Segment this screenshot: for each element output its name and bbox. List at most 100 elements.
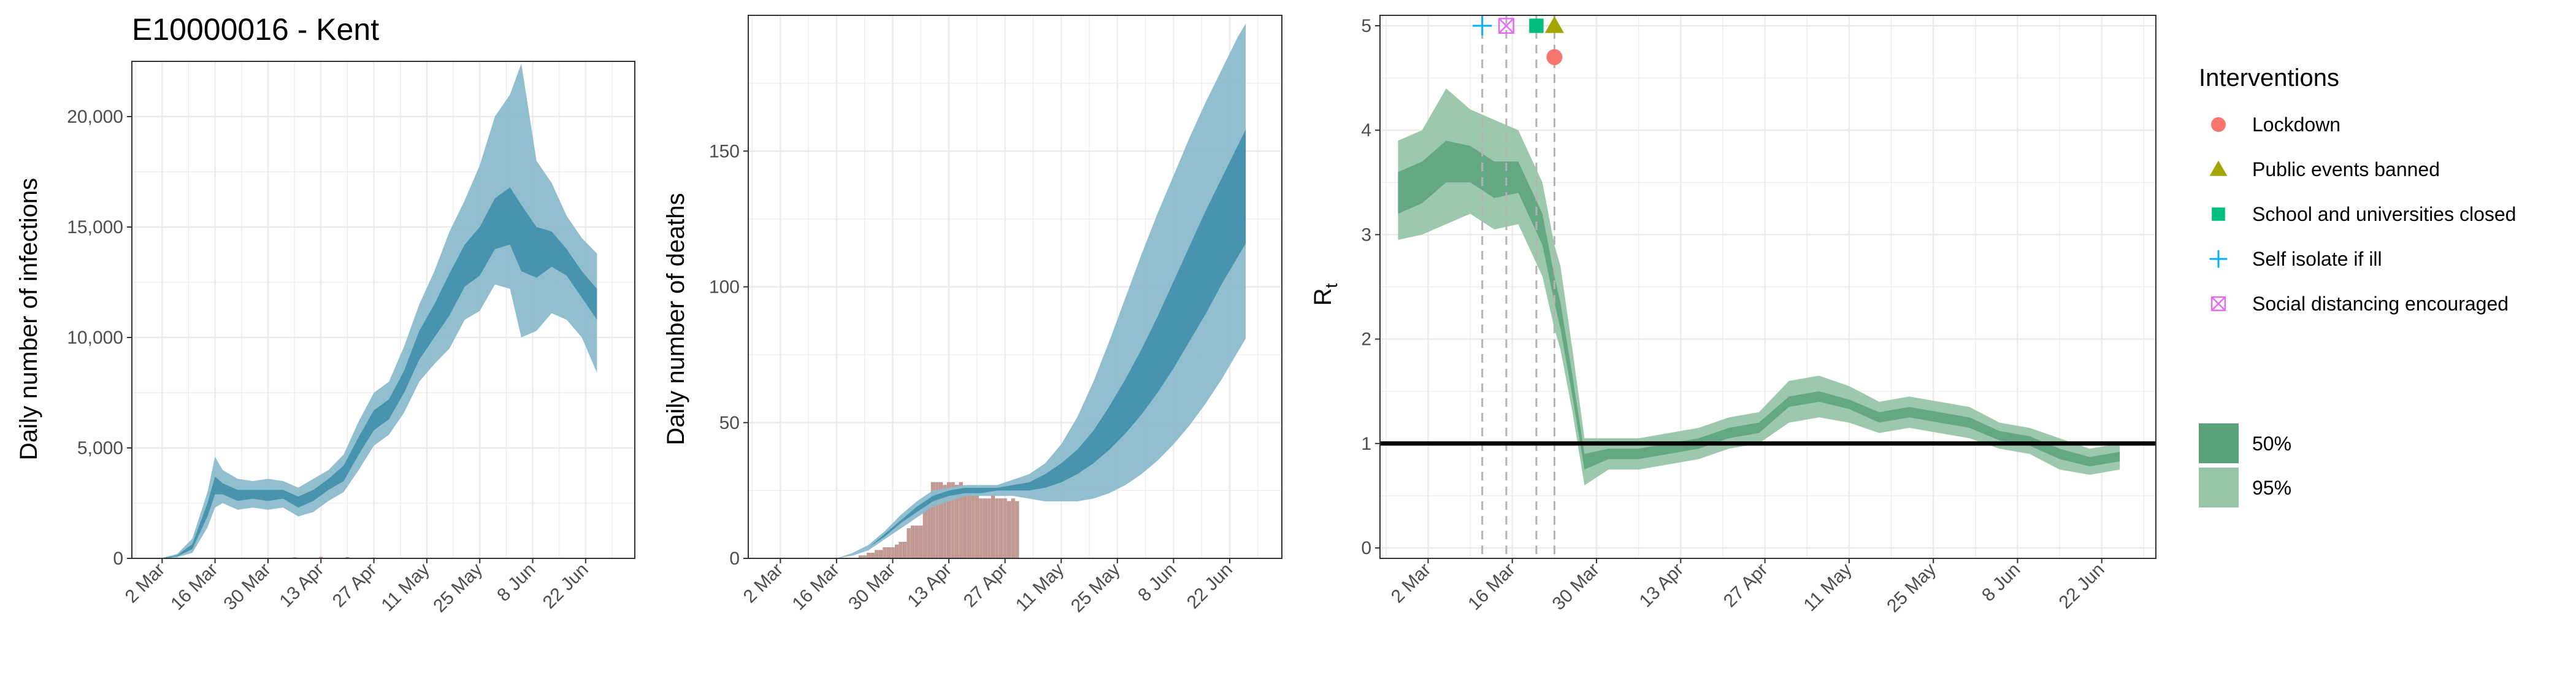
observed-bar	[979, 498, 983, 558]
ribbon-50	[1398, 141, 2120, 470]
intervention-marker	[1473, 16, 1492, 36]
x-tick-label: 30 Mar	[220, 560, 275, 614]
x-tick-label: 11 May	[378, 560, 434, 615]
y-tick-label: 20,000	[67, 107, 123, 127]
legend: Interventions Lockdown Public events bann…	[2199, 64, 2516, 507]
legend-item-label: School and universities closed	[2252, 203, 2516, 225]
observed-bar	[875, 550, 879, 558]
observed-bar	[1007, 501, 1011, 558]
observed-bar	[975, 493, 979, 558]
x-tick-label: 22 Jun	[2055, 560, 2109, 613]
deaths-panel: Daily number of deaths 0 50 100 150 2 Mar 16 …	[662, 15, 1282, 617]
x-tick-label: 25 May	[1883, 560, 1940, 617]
intervention-marker	[1498, 18, 1514, 34]
legend-title: Interventions	[2199, 64, 2339, 91]
observed-bar	[867, 552, 871, 558]
y-tick-label: 100	[709, 277, 740, 298]
y-tick-label: 1	[1361, 434, 1371, 454]
x-tick-label: 16 Mar	[167, 560, 221, 614]
observed-bar	[859, 555, 863, 558]
observed-bar	[886, 547, 891, 558]
observed-bar	[883, 547, 887, 558]
ribbon-50	[812, 129, 1246, 558]
observed-bar	[971, 495, 975, 558]
rt-y-axis-title-subscript: t	[1322, 283, 1341, 288]
y-tick-label: 150	[709, 141, 740, 161]
legend-key-marker	[2212, 207, 2225, 221]
x-tick-label: 25 May	[1067, 560, 1124, 617]
observed-bar	[999, 498, 1003, 558]
y-tick-label: 0	[729, 549, 740, 569]
observed-bar	[903, 542, 907, 558]
observed-bar	[899, 542, 903, 558]
observed-bar	[319, 557, 323, 558]
data-layer	[812, 23, 1246, 558]
plot-border	[1379, 15, 2156, 559]
ribbon-95	[812, 23, 1246, 558]
rt-y-axis-title: Rt	[1309, 283, 1341, 306]
grid	[1380, 15, 2156, 558]
legend-interval-label: 50%	[2252, 433, 2291, 455]
data-layer	[1380, 15, 2156, 558]
ribbon-95	[162, 63, 597, 558]
legend-item-label: Self isolate if ill	[2252, 248, 2382, 270]
x-tick-label: 11 May	[1012, 560, 1068, 615]
y-tick-label: 50	[719, 413, 740, 433]
observed-bar	[943, 485, 947, 558]
x-tick-label: 27 Apr	[960, 560, 1012, 612]
observed-bar	[870, 552, 875, 558]
x-tick-label: 2 Mar	[121, 560, 169, 607]
intervention-marker	[1546, 49, 1563, 66]
y-tick-label: 10,000	[67, 328, 123, 348]
y-tick-label: 5,000	[77, 438, 123, 458]
y-tick-label: 3	[1361, 225, 1371, 245]
observed-bar	[891, 547, 895, 558]
x-tick-label: 13 Apr	[903, 560, 956, 612]
legend-item-label: Social distancing encouraged	[2252, 293, 2509, 315]
legend-interval-label: 95%	[2252, 477, 2291, 499]
x-tick-label: 8 Jun	[1978, 560, 2024, 606]
legend-item-label: Lockdown	[2252, 114, 2340, 136]
y-tick-label: 4	[1361, 120, 1371, 141]
observed-bar	[955, 485, 959, 558]
x-tick-label: 22 Jun	[1183, 560, 1236, 613]
x-tick-label: 11 May	[1800, 560, 1856, 615]
deaths-y-axis-title: Daily number of deaths	[662, 193, 689, 445]
rt-y-axis-title-main: R	[1309, 288, 1336, 306]
intervention-marker	[1529, 18, 1544, 33]
observed-bar	[911, 525, 915, 558]
y-tick-label: 5	[1361, 16, 1371, 36]
x-tick-label: 2 Mar	[1387, 560, 1435, 607]
observed-bar	[1015, 501, 1019, 558]
observed-bar	[987, 498, 991, 558]
observed-bar	[914, 525, 919, 558]
x-tick-label: 8 Jun	[493, 560, 539, 606]
x-tick-label: 25 May	[429, 560, 486, 617]
infections-chart-title: E10000016 - Kent	[132, 12, 379, 47]
infections-panel: E10000016 - Kent Daily number of infecti…	[15, 12, 635, 617]
observed-bar	[995, 498, 999, 558]
legend-key-marker	[2209, 160, 2228, 176]
legend-key-marker	[2210, 296, 2226, 312]
legend-key-marker	[2209, 250, 2228, 268]
x-tick-label: 2 Mar	[740, 560, 788, 607]
infections-y-axis-title: Daily number of infections	[15, 178, 42, 460]
observed-bar	[919, 525, 923, 558]
observed-bar	[862, 555, 867, 558]
x-tick-label: 22 Jun	[539, 560, 592, 613]
legend-key-marker	[2211, 117, 2226, 132]
observed-bar	[983, 498, 987, 558]
x-tick-label: 30 Mar	[1549, 560, 1603, 614]
observed-bar	[963, 487, 967, 558]
observed-bar	[991, 495, 995, 558]
y-tick-label: 0	[1361, 538, 1371, 558]
y-tick-label: 15,000	[67, 217, 123, 237]
y-tick-label: 0	[113, 549, 123, 569]
legend-interval-swatch	[2199, 468, 2239, 507]
observed-bar	[894, 544, 899, 558]
observed-bar	[1011, 498, 1015, 558]
observed-bar	[967, 490, 971, 558]
observed-bar	[1003, 498, 1007, 558]
legend-item-label: Public events banned	[2252, 158, 2440, 180]
